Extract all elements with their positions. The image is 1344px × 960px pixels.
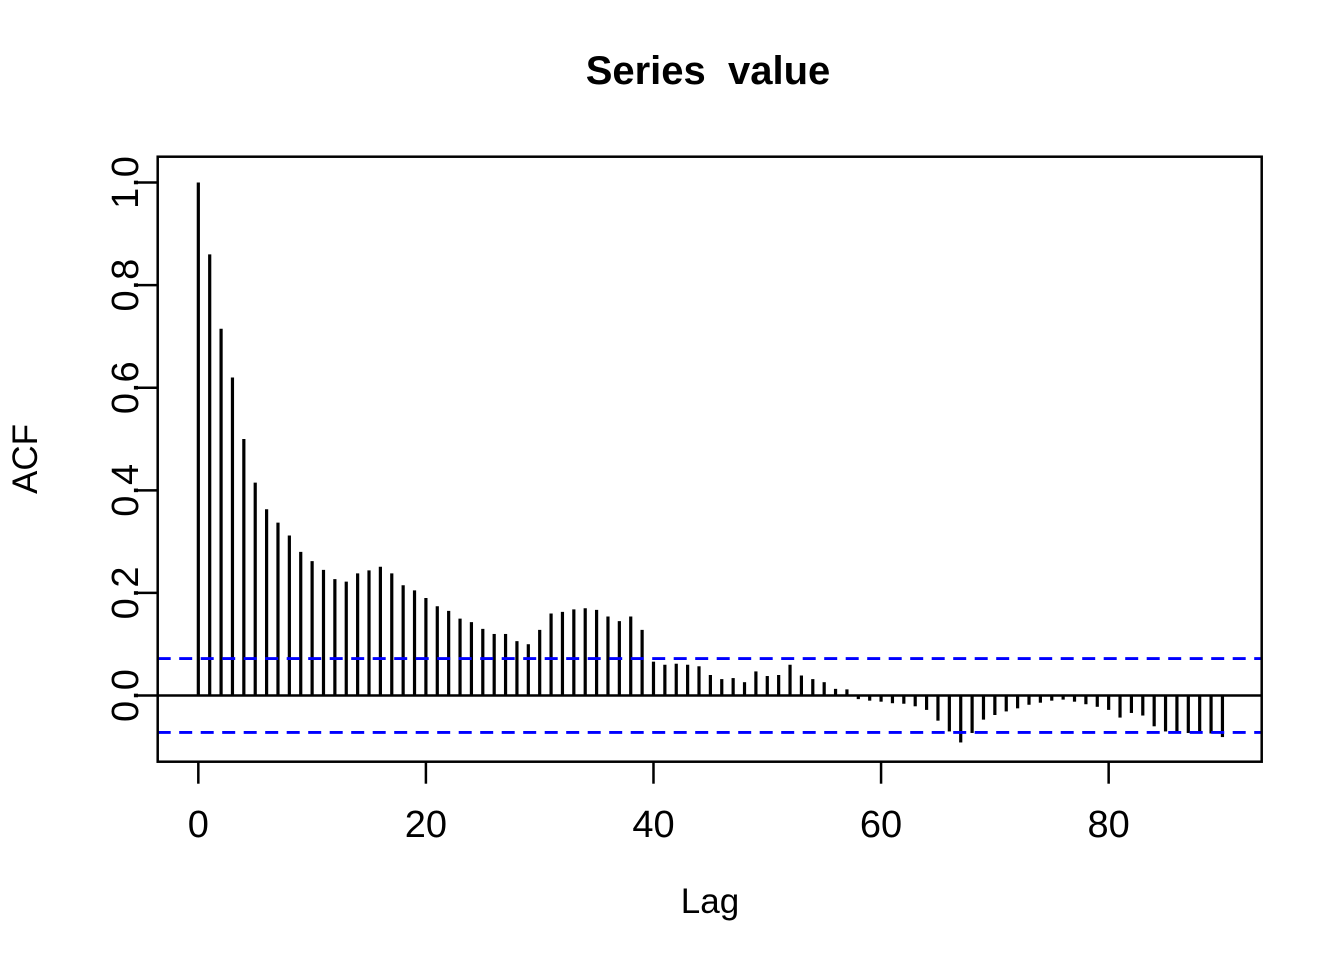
chart-render-root: 0 20 40 60 80 0.0 0.2 0.4 0.6 0.8 1.0 bbox=[105, 155, 1263, 846]
y-tick-label-0.6: 0.6 bbox=[105, 361, 147, 414]
y-tick-label-0.8: 0.8 bbox=[105, 259, 147, 312]
x-tick-label-40: 40 bbox=[632, 804, 674, 846]
confidence-interval-lines bbox=[157, 657, 1262, 734]
y-axis-label: ACF bbox=[6, 424, 45, 494]
y-tick-label-0.4: 0.4 bbox=[105, 464, 147, 517]
x-axis-label: Lag bbox=[681, 882, 739, 921]
x-tick-label-80: 80 bbox=[1088, 804, 1130, 846]
plot-frame bbox=[156, 155, 1263, 763]
y-tick-label-0.0: 0.0 bbox=[105, 669, 147, 722]
x-axis-ticks: 0 20 40 60 80 bbox=[188, 761, 1130, 846]
chart-title: Series value bbox=[586, 49, 831, 93]
y-tick-label-0.2: 0.2 bbox=[105, 567, 147, 620]
x-tick-label-20: 20 bbox=[405, 804, 447, 846]
x-tick-label-60: 60 bbox=[860, 804, 902, 846]
acf-bars bbox=[196, 182, 1225, 743]
x-tick-label-0: 0 bbox=[188, 804, 209, 846]
y-tick-label-1.0: 1.0 bbox=[105, 156, 147, 209]
y-axis-ticks: 0.0 0.2 0.4 0.6 0.8 1.0 bbox=[105, 156, 158, 722]
